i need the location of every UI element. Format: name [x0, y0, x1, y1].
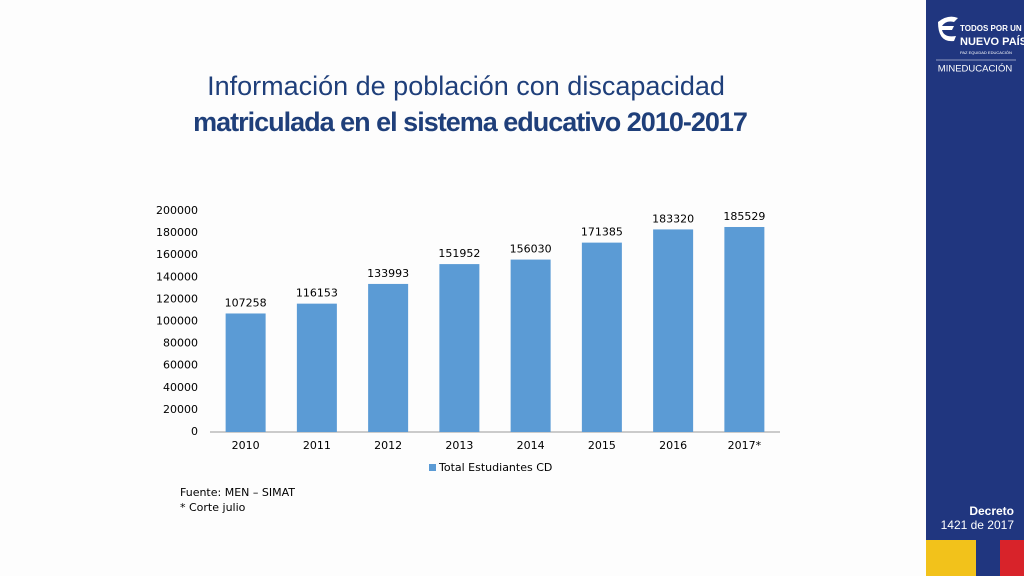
value-label: 151952	[438, 247, 480, 260]
x-tick-label: 2013	[445, 439, 473, 452]
x-tick-label: 2010	[232, 439, 260, 452]
logo-mark	[938, 16, 958, 42]
stripe	[976, 540, 1000, 576]
decree-number: 1421 de 2017	[941, 518, 1015, 532]
bar	[296, 303, 337, 432]
bar	[510, 259, 551, 432]
sidebar	[926, 0, 1024, 540]
value-label: 133993	[367, 267, 409, 280]
y-tick-label: 100000	[156, 315, 198, 328]
value-label: 185529	[723, 210, 765, 223]
chart: 0 20000 40000 60000 80000 100000 120000 140000 1…	[156, 204, 780, 474]
legend-swatch	[429, 464, 436, 471]
y-tick-label: 180000	[156, 226, 198, 239]
y-tick-label: 0	[191, 425, 198, 438]
bar	[653, 229, 694, 432]
value-label: 116153	[296, 287, 338, 300]
bar	[368, 283, 409, 432]
x-tick-label: 2014	[517, 439, 545, 452]
ministry: MINEDUCACIÓN	[938, 64, 1013, 75]
x-tick-label: 2015	[588, 439, 616, 452]
y-tick-label: 60000	[163, 359, 198, 372]
value-label: 107258	[225, 296, 267, 309]
note: Fuente: MEN – SIMAT	[180, 486, 295, 499]
bar	[581, 242, 622, 432]
legend-label: Total Estudiantes CD	[438, 461, 552, 474]
bar	[439, 264, 480, 432]
title-line1: Información de población con discapacida…	[207, 71, 725, 101]
value-label: 156030	[510, 243, 552, 256]
decree-title: Decreto	[969, 504, 1014, 518]
x-tick-label: 2011	[303, 439, 331, 452]
x-tick-label: 2017*	[728, 439, 762, 452]
stripe	[1000, 540, 1024, 576]
y-tick-label: 40000	[163, 381, 198, 394]
y-tick-label: 160000	[156, 248, 198, 261]
y-tick-label: 120000	[156, 292, 198, 305]
logo-sub: PAZ EQUIDAD EDUCACIÓN	[960, 50, 1012, 55]
x-tick-label: 2012	[374, 439, 402, 452]
note: * Corte julio	[180, 501, 246, 514]
stripe	[926, 540, 976, 576]
bar	[724, 226, 765, 432]
x-tick-label: 2016	[659, 439, 687, 452]
value-label: 183320	[652, 212, 694, 225]
y-tick-label: 140000	[156, 270, 198, 283]
logo-top: TODOS POR UN	[960, 24, 1022, 33]
y-tick-label: 200000	[156, 204, 198, 217]
y-tick-label: 20000	[163, 403, 198, 416]
value-label: 171385	[581, 226, 623, 239]
logo-main: NUEVO PAÍS	[960, 35, 1024, 48]
y-tick-label: 80000	[163, 337, 198, 350]
title-line2: matriculada en el sistema educativo 2010…	[193, 107, 747, 137]
bar	[225, 313, 266, 432]
